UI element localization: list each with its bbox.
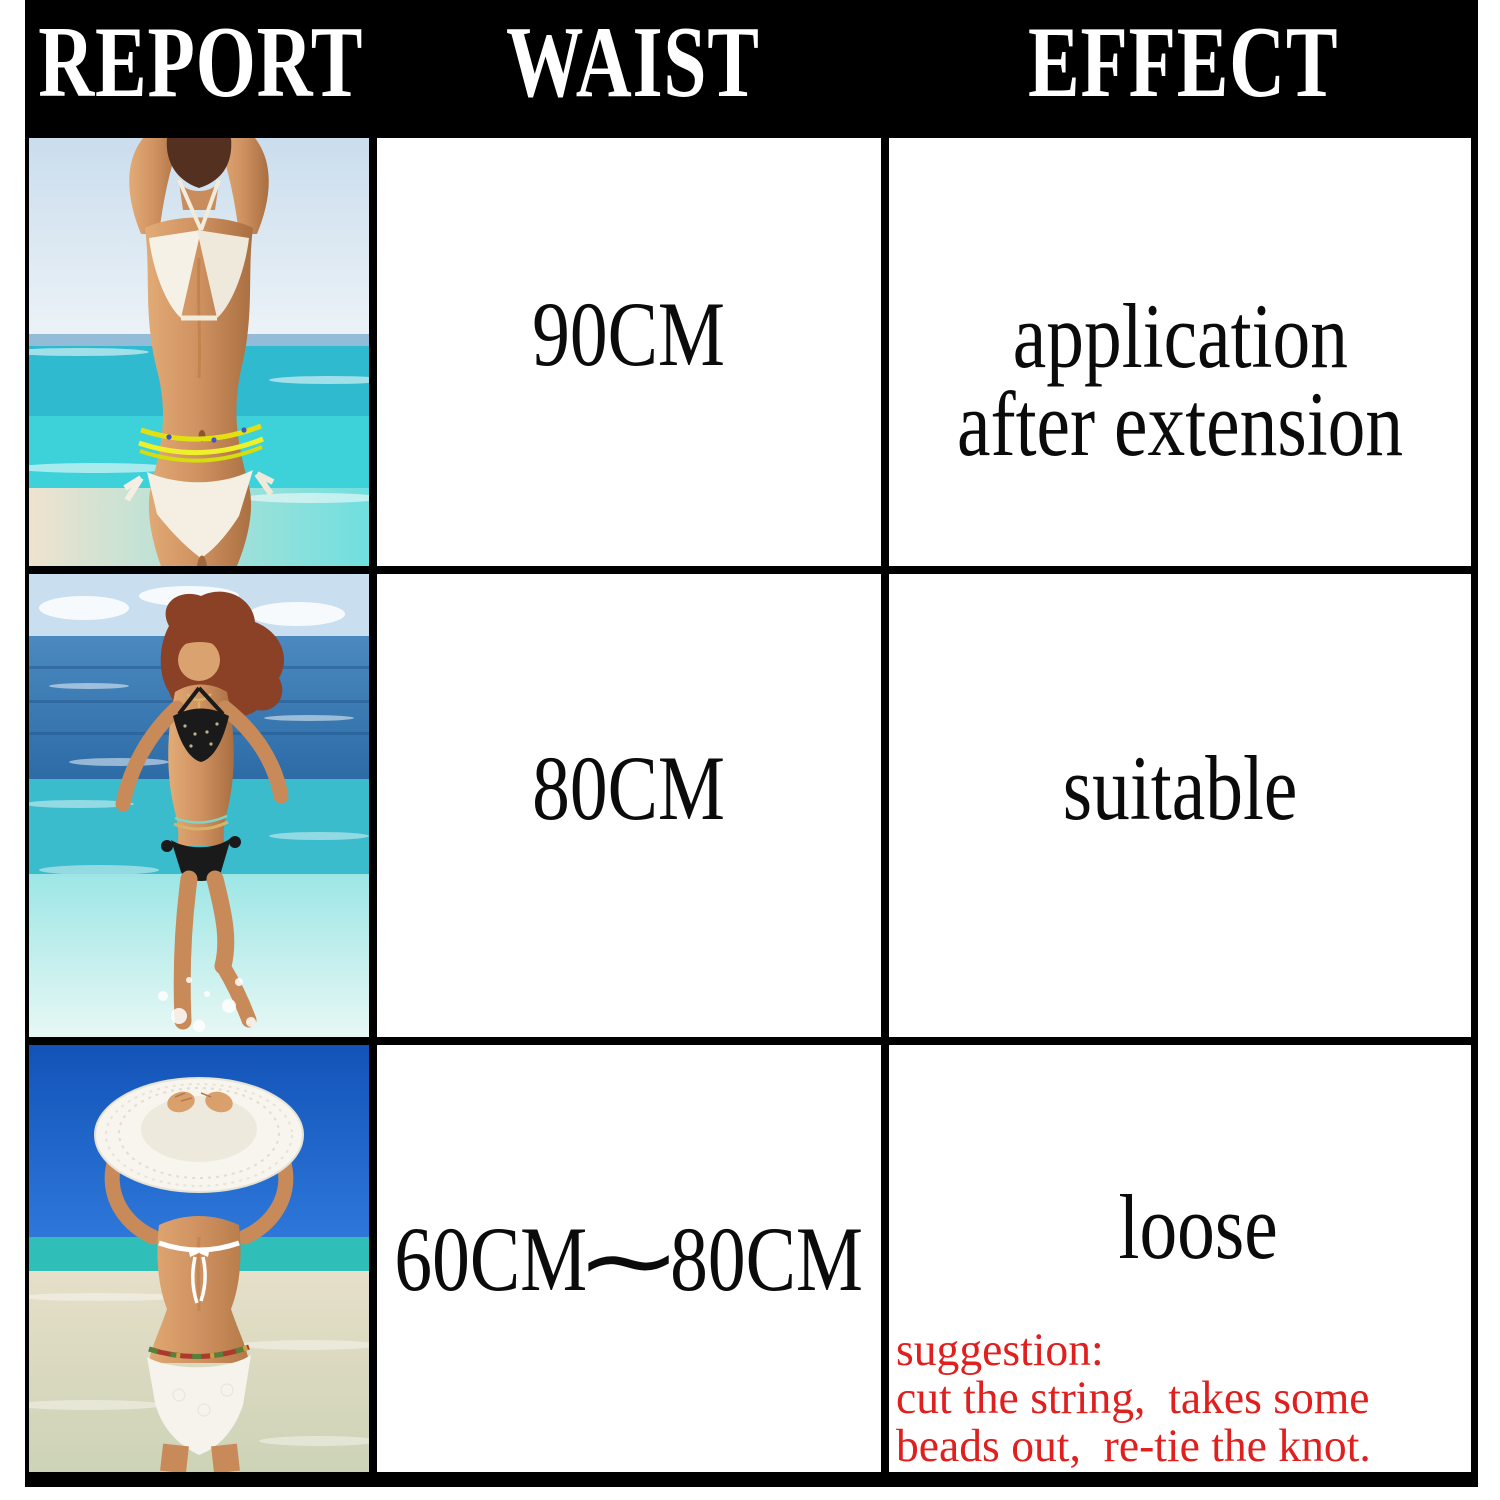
suggestion-line-1: cut the string, takes some	[896, 1372, 1370, 1424]
waist-range-from: 60CM	[394, 1207, 588, 1310]
suggestion-line-2: beads out, re-tie the knot.	[896, 1420, 1371, 1472]
photo-cell-row2	[29, 574, 369, 1037]
photo-cell-row3	[29, 1045, 369, 1472]
effect-cell-row1: application after extension	[889, 138, 1471, 566]
waist-cell-row1: 90CM	[377, 138, 881, 566]
column-header-waist: WAIST	[506, 6, 760, 119]
waist-value-row2: 80CM	[532, 736, 726, 839]
header-cell-effect: EFFECT	[889, 0, 1478, 138]
effect-line-1-row3: loose	[1118, 1176, 1278, 1278]
effect-line-1-row2: suitable	[1062, 736, 1298, 839]
clouds	[39, 586, 345, 626]
header-cell-report: REPORT	[25, 0, 377, 138]
suggestion-title: suggestion:	[896, 1324, 1104, 1376]
water-splashes	[158, 977, 256, 1032]
effect-line-1-row1: application	[1012, 285, 1348, 387]
effect-cell-row2: suitable	[889, 574, 1471, 1037]
waist-range-separator: ∼	[575, 1203, 683, 1317]
waist-range-row3: 60CM∼80CM	[395, 1203, 864, 1317]
sea-foam	[29, 348, 369, 503]
size-table: REPORT WAIST EFFECT	[25, 0, 1478, 1487]
effect-cell-row3: loose suggestion: cut the string, takes …	[889, 1045, 1471, 1472]
effect-line-2-row1: after extension	[956, 373, 1404, 475]
beaded-waist-chain	[148, 1344, 250, 1360]
waist-range-to: 80CM	[670, 1207, 864, 1310]
column-header-effect: EFFECT	[1028, 6, 1339, 119]
photo-woman-running-black-bikini	[29, 574, 369, 1037]
column-header-report: REPORT	[38, 6, 364, 119]
header-cell-waist: WAIST	[377, 0, 889, 138]
photo-cell-row1	[29, 138, 369, 566]
waist-cell-row2: 80CM	[377, 574, 881, 1037]
photo-woman-back-sun-hat	[29, 1045, 369, 1472]
waist-cell-row3: 60CM∼80CM	[377, 1045, 881, 1472]
sun-hat	[94, 1077, 304, 1193]
figure-running	[115, 591, 289, 1032]
figure-back	[94, 1077, 304, 1472]
suggestion-block: suggestion: cut the string, takes some b…	[896, 1326, 1385, 1470]
table-header: REPORT WAIST EFFECT	[25, 0, 1478, 138]
photo-woman-front-white-bikini	[29, 138, 369, 566]
sand-streaks	[29, 1293, 369, 1446]
figure-front	[123, 138, 275, 566]
waist-value-row1: 90CM	[532, 283, 726, 385]
effect-loose-wrap: loose	[907, 1176, 1471, 1278]
yellow-waist-beads	[138, 423, 264, 463]
